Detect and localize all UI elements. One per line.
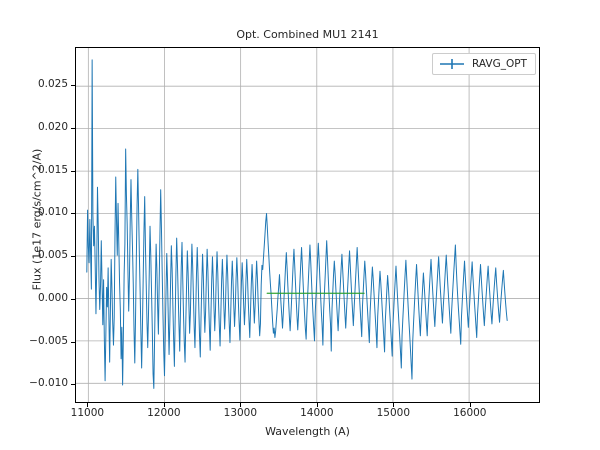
legend-line-marker bbox=[440, 59, 464, 69]
y-tick-mark bbox=[71, 298, 75, 300]
y-tick-label: 0.025 bbox=[37, 78, 68, 91]
y-tick-mark bbox=[71, 213, 75, 215]
legend-box[interactable]: RAVG_OPT bbox=[432, 53, 536, 75]
x-tick-mark bbox=[163, 403, 165, 407]
x-tick-label: 16000 bbox=[453, 407, 487, 419]
y-tick-label: 0.020 bbox=[37, 121, 68, 134]
x-tick-mark bbox=[316, 403, 318, 407]
y-tick-mark bbox=[71, 341, 75, 343]
y-axis-label: Flux (1e17 erg/s/cm^2/A) bbox=[30, 148, 44, 291]
y-tick-mark bbox=[71, 128, 75, 130]
x-tick-label: 13000 bbox=[223, 407, 258, 419]
x-axis-tick-labels: 11000 12000 13000 14000 15000 16000 bbox=[0, 408, 600, 424]
y-tick-mark bbox=[71, 85, 75, 87]
y-tick-label: 0.000 bbox=[37, 291, 68, 304]
y-tick-label: −0.010 bbox=[29, 377, 68, 390]
x-tick-label: 12000 bbox=[147, 407, 181, 419]
x-tick-mark bbox=[240, 403, 242, 407]
spectrum-data-line bbox=[86, 59, 508, 389]
plot-area bbox=[75, 47, 540, 403]
chart-title: Opt. Combined MU1 2141 bbox=[236, 28, 379, 41]
y-tick-label: 0.005 bbox=[37, 249, 68, 262]
y-tick-label: −0.005 bbox=[29, 334, 68, 347]
legend-entry-label: RAVG_OPT bbox=[472, 58, 527, 70]
x-tick-label: 11000 bbox=[70, 407, 105, 419]
x-tick-mark bbox=[469, 403, 471, 407]
y-tick-label: 0.015 bbox=[37, 163, 68, 176]
y-axis-tick-labels: −0.010 −0.005 0.000 0.005 0.010 0.015 0.020 0.0… bbox=[0, 0, 68, 450]
x-tick-label: 14000 bbox=[300, 407, 334, 419]
y-tick-mark bbox=[71, 256, 75, 258]
y-tick-mark bbox=[71, 384, 75, 386]
reference-level-line bbox=[266, 292, 365, 295]
y-tick-label: 0.010 bbox=[37, 206, 68, 219]
x-tick-label: 15000 bbox=[376, 407, 410, 419]
x-tick-mark bbox=[393, 403, 395, 407]
x-axis-label: Wavelength (A) bbox=[265, 425, 350, 438]
y-tick-mark bbox=[71, 170, 75, 172]
x-tick-mark bbox=[87, 403, 89, 407]
